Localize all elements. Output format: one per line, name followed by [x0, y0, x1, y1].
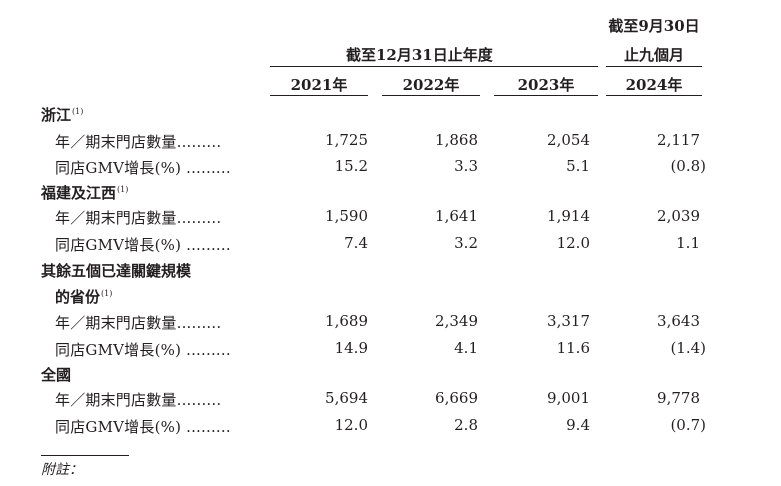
year-2022: 2022年 [402, 76, 460, 94]
cell-2021: 1,725 [325, 131, 368, 149]
cell-2021: 12.0 [334, 416, 368, 434]
year-2021: 2021年 [290, 76, 348, 94]
cell-2022: 1,868 [435, 131, 478, 149]
cell-2022: 3.3 [454, 157, 478, 175]
header-rule-right [606, 66, 702, 67]
cell-2023: 1,914 [547, 207, 590, 225]
cell-2022: 1,641 [435, 207, 478, 225]
cell-2023: 3,317 [547, 312, 590, 330]
section-title-fujian-jiangxi: 福建及江西(1) [41, 184, 129, 202]
cell-2021: 1,590 [325, 207, 368, 225]
cell-2021: 1,689 [325, 312, 368, 330]
row-label-gmv: 同店GMV增長(%) ......... [55, 236, 231, 254]
cell-2024: 2,117 [657, 131, 700, 149]
year-rule-2022 [382, 95, 480, 96]
cell-2024: 1.1 [676, 234, 700, 252]
footnote-rule [41, 455, 129, 456]
header-group-left: 截至12月31日止年度 [346, 46, 493, 64]
cell-2022: 6,669 [435, 389, 478, 407]
section-title-five-provinces-line2: 的省份(1) [55, 288, 113, 306]
cell-2022: 2.8 [454, 416, 478, 434]
row-label-gmv: 同店GMV增長(%) ......... [55, 418, 231, 436]
header-group-right-line2: 止九個月 [623, 46, 684, 64]
cell-2021: 7.4 [344, 234, 368, 252]
section-title-zhejiang: 浙江(1) [41, 106, 84, 124]
cell-2023: 9.4 [566, 416, 590, 434]
cell-2023: 12.0 [556, 234, 590, 252]
cell-2022: 4.1 [454, 339, 478, 357]
row-label-gmv: 同店GMV增長(%) ......... [55, 341, 231, 359]
row-label-gmv: 同店GMV增長(%) ......... [55, 159, 231, 177]
header-rule-left [270, 66, 598, 67]
cell-2022: 2,349 [435, 312, 478, 330]
cell-2024: 9,778 [657, 389, 700, 407]
section-title-five-provinces: 其餘五個已達關鍵規模 [41, 262, 192, 280]
cell-2021: 14.9 [334, 339, 368, 357]
year-2023: 2023年 [517, 76, 575, 94]
row-label-stores: 年／期末門店數量......... [55, 314, 222, 332]
note-mark: (1) [101, 289, 113, 298]
cell-2024: 3,643 [657, 312, 700, 330]
cell-2024: 2,039 [657, 207, 700, 225]
note-mark: (1) [72, 107, 84, 116]
year-2024: 2024年 [625, 76, 683, 94]
section-title-national: 全國 [41, 366, 72, 384]
row-label-stores: 年／期末門店數量......... [55, 133, 222, 151]
cell-2023: 2,054 [547, 131, 590, 149]
cell-2024: (0.7) [670, 416, 706, 434]
cell-2024: (1.4) [670, 339, 706, 357]
cell-2021: 15.2 [334, 157, 368, 175]
footnote-label: 附註： [41, 462, 83, 478]
year-rule-2023 [494, 95, 598, 96]
row-label-stores: 年／期末門店數量......... [55, 391, 222, 409]
year-rule-2024 [606, 95, 702, 96]
cell-2024: (0.8) [670, 157, 706, 175]
cell-2023: 11.6 [556, 339, 590, 357]
note-mark: (1) [117, 185, 129, 194]
cell-2023: 5.1 [566, 157, 590, 175]
year-rule-2021 [270, 95, 368, 96]
header-group-right-line1: 截至9月30日 [608, 17, 700, 35]
cell-2021: 5,694 [325, 389, 368, 407]
cell-2023: 9,001 [547, 389, 590, 407]
row-label-stores: 年／期末門店數量......... [55, 209, 222, 227]
cell-2022: 3.2 [454, 234, 478, 252]
